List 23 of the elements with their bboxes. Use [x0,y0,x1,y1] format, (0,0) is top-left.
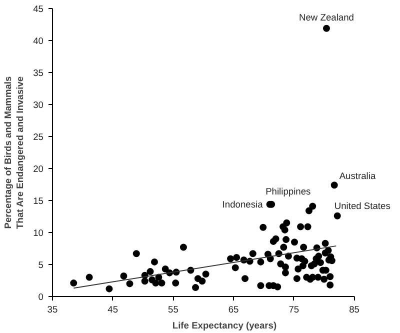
y-tick-label: 30 [33,100,44,110]
annotation: New Zealand [299,12,354,22]
y-tick-label: 35 [33,68,44,78]
annotation: Philippines [266,186,312,196]
x-tick-label: 75 [288,304,300,314]
x-tick-label: 55 [168,304,178,314]
y-tick-label: 5 [38,260,44,270]
y-tick-label: 25 [33,132,44,142]
y-tick-label: 45 [33,4,44,14]
annotation: Indonesia [222,199,264,210]
x-tick-label: 85 [349,304,360,314]
annotation: Australia [339,171,376,182]
x-tick-label: 65 [228,304,239,314]
y-axis-title: Percentage of Birds and Mammals That Are Endangered and Invasive [3,76,26,229]
x-axis-title: Life Expectancy (years) [172,320,277,330]
annotation: United States [334,200,391,211]
y-tick-label: 20 [33,164,44,174]
x-tick-label: 35 [47,304,58,314]
y-tick-label: 0 [38,292,44,302]
y-tick-label: 10 [33,228,44,238]
x-tick-label: 45 [108,304,118,314]
y-tick-label: 40 [33,36,44,46]
y-tick-label: 15 [33,196,44,206]
